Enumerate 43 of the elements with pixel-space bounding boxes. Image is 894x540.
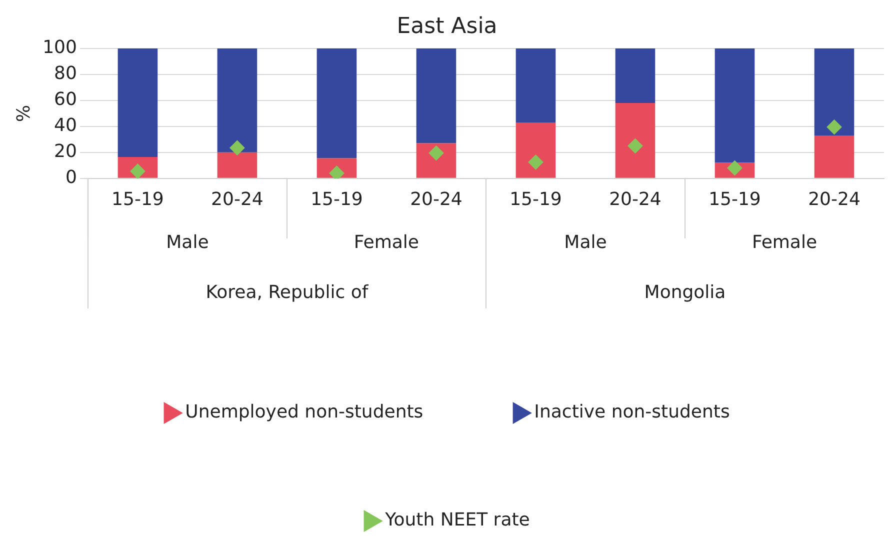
y-tick-label: 40: [54, 115, 77, 136]
bar: [316, 48, 357, 158]
text: Female: [354, 232, 420, 254]
x-tick-label: 20-24: [211, 188, 264, 210]
bar: [615, 48, 656, 103]
x-tick-label: 20-24: [609, 188, 662, 210]
bar: [814, 136, 854, 178]
bar: [516, 48, 556, 122]
bar: [217, 152, 258, 178]
y-tick-label: 20: [54, 141, 77, 162]
point: [230, 140, 245, 156]
point: [727, 160, 742, 176]
text: Male: [564, 232, 607, 254]
chart-title: East Asia: [396, 14, 498, 39]
bar: [416, 143, 456, 178]
bar: [615, 103, 656, 178]
x-tick-label: 15-19: [708, 188, 761, 210]
x-tick-label: 15-19: [112, 188, 164, 210]
x-tick-label: 15-19: [310, 188, 363, 210]
y-axis-title: %: [13, 104, 34, 122]
bar: [217, 48, 258, 152]
bar: [416, 48, 456, 144]
bar: [814, 48, 854, 136]
y-tick-label: 0: [66, 167, 77, 188]
point: [628, 138, 643, 154]
y-tick-label: 80: [54, 63, 77, 84]
legend-label: Youth NEET rate: [384, 510, 530, 531]
legend-label: Inactive non-students: [534, 402, 730, 423]
text: Male: [166, 232, 209, 254]
text: Female: [752, 232, 818, 254]
x-tick-label: 20-24: [808, 188, 860, 210]
x-tick-label: 15-19: [510, 188, 562, 210]
x-tick-label: 20-24: [410, 188, 462, 210]
y-tick-label: 60: [54, 89, 77, 110]
point: [826, 120, 842, 135]
text: Korea, Republic of: [206, 282, 369, 304]
y-tick-label: 100: [42, 37, 77, 58]
bar: [516, 122, 556, 178]
bar: [118, 48, 158, 157]
text: Mongolia: [644, 282, 726, 304]
point: [528, 154, 544, 170]
bar: [714, 48, 755, 163]
legend-label: Unemployed non-students: [185, 402, 424, 423]
